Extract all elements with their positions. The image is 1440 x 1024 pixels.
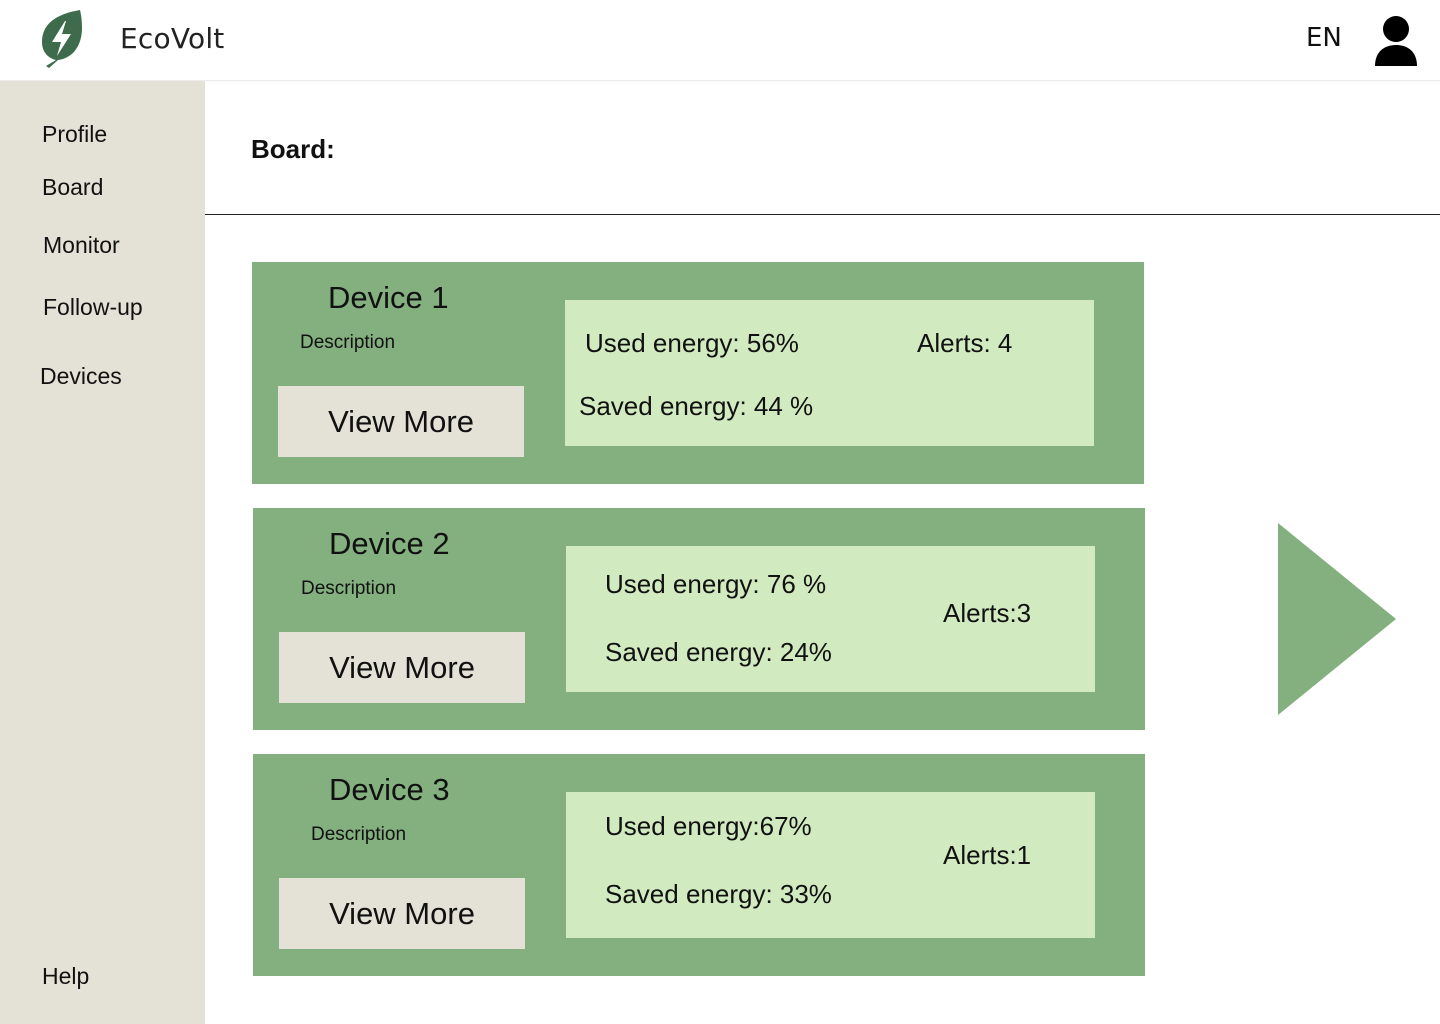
- device-name: Device 3: [329, 772, 450, 807]
- device-description: Description: [300, 332, 396, 353]
- page-title: Board:: [251, 134, 335, 164]
- used-energy: Used energy: 76 %: [605, 569, 827, 599]
- device-card: Device 3 Description View More Used ener…: [253, 754, 1145, 976]
- sidebar-item-devices[interactable]: Devices: [40, 363, 122, 389]
- used-energy: Used energy: 56%: [585, 328, 799, 358]
- device-card: Device 1 Description View More Used ener…: [252, 262, 1144, 484]
- view-more-button[interactable]: View More: [279, 878, 525, 949]
- alerts-count: Alerts:3: [943, 598, 1032, 628]
- alerts-count: Alerts:1: [943, 840, 1032, 870]
- saved-energy: Saved energy: 24%: [605, 637, 832, 667]
- title-divider: [205, 214, 1440, 215]
- device-name: Device 1: [328, 280, 449, 315]
- alerts-count: Alerts: 4: [917, 328, 1013, 358]
- saved-energy: Saved energy: 33%: [605, 879, 832, 909]
- sidebar-item-help[interactable]: Help: [42, 963, 90, 989]
- sidebar-item-board[interactable]: Board: [42, 174, 104, 200]
- sidebar-item-profile[interactable]: Profile: [42, 121, 108, 147]
- device-stats-panel: Used energy: 76 % Alerts:3 Saved energy:…: [566, 546, 1095, 692]
- leaf-bolt-icon[interactable]: [36, 8, 88, 68]
- brand-name: EcoVolt: [120, 22, 225, 55]
- saved-energy: Saved energy: 44 %: [579, 391, 814, 421]
- next-arrow-icon[interactable]: [1276, 521, 1400, 717]
- device-description: Description: [301, 578, 397, 599]
- device-description: Description: [311, 824, 407, 845]
- device-stats-panel: Used energy:67% Alerts:1 Saved energy: 3…: [566, 792, 1095, 938]
- sidebar: Profile Board Monitor Follow-up Devices …: [0, 81, 205, 1024]
- sidebar-item-follow-up[interactable]: Follow-up: [43, 294, 143, 320]
- language-selector[interactable]: EN: [1306, 23, 1342, 53]
- user-icon[interactable]: [1372, 14, 1420, 66]
- device-card: Device 2 Description View More Used ener…: [253, 508, 1145, 730]
- top-bar: EcoVolt EN: [0, 0, 1440, 81]
- view-more-button[interactable]: View More: [279, 632, 525, 703]
- view-more-button[interactable]: View More: [278, 386, 524, 457]
- device-stats-panel: Used energy: 56% Alerts: 4 Saved energy:…: [565, 300, 1094, 446]
- used-energy: Used energy:67%: [605, 811, 812, 841]
- device-name: Device 2: [329, 526, 450, 561]
- sidebar-item-monitor[interactable]: Monitor: [43, 232, 120, 258]
